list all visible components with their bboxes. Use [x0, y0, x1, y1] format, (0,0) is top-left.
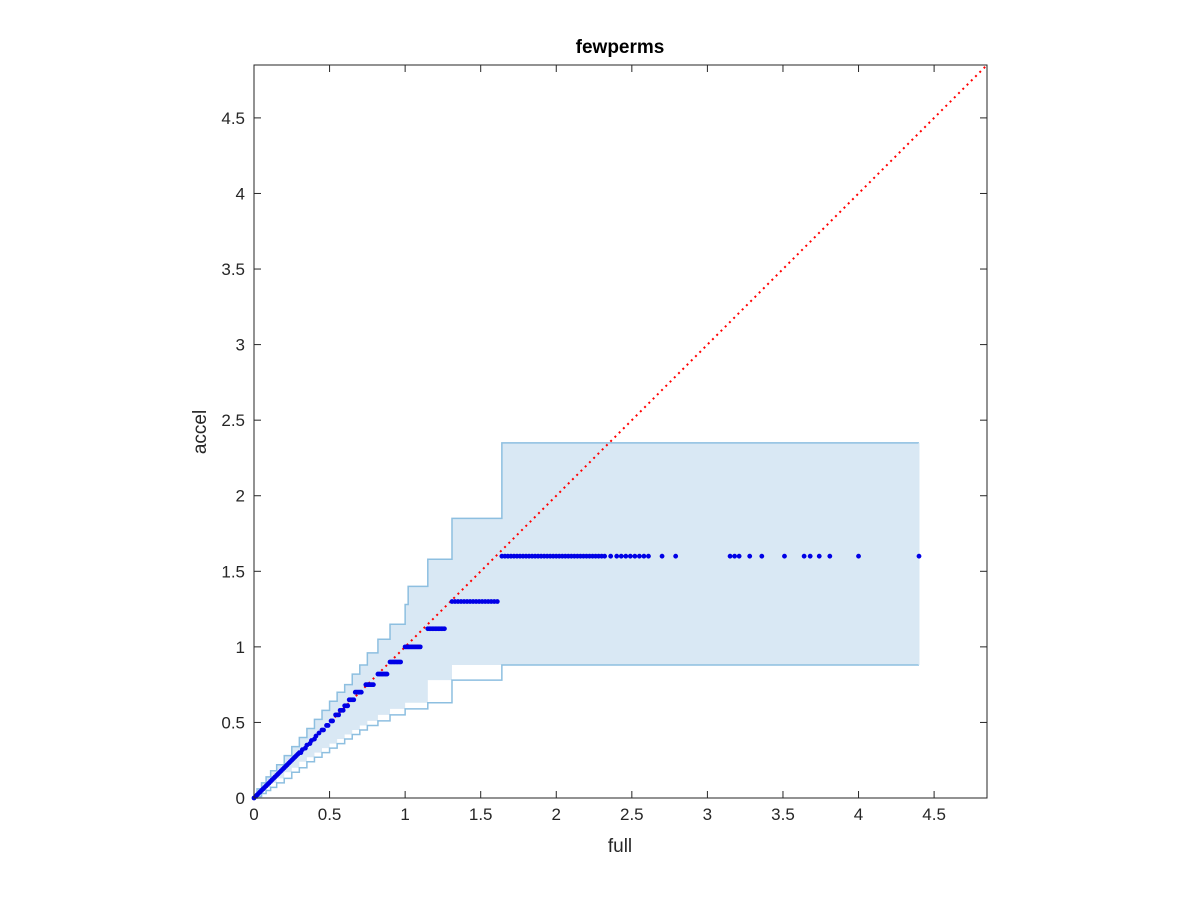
y-tick-label: 1.5 [221, 562, 245, 581]
data-point [398, 659, 403, 665]
data-point [801, 553, 807, 559]
data-point [614, 553, 620, 559]
axes-box [253, 64, 988, 799]
data-point [336, 712, 342, 718]
y-tick-label: 2.5 [221, 411, 245, 430]
y-tick-label: 0.5 [221, 713, 245, 732]
data-point [632, 553, 638, 559]
data-point [636, 553, 642, 559]
x-tick-label: 2.5 [620, 805, 644, 824]
data-point [673, 553, 679, 559]
data-point [316, 730, 322, 736]
data-point [417, 644, 423, 650]
y-axis-ticks: 0 0.5 1 1.5 2 2.5 3 3.5 4 4.5 [221, 109, 987, 808]
data-point [646, 553, 651, 559]
confidence-band-fill [254, 442, 919, 798]
x-tick-label: 4.5 [922, 805, 946, 824]
y-tick-label: 2 [236, 487, 245, 506]
x-axis-ticks: 0 0.5 1 1.5 2 2.5 3 3.5 4 4.5 [249, 65, 946, 824]
x-tick-label: 0 [249, 805, 258, 824]
data-point [916, 553, 922, 559]
y-tick-label: 1 [236, 638, 245, 657]
x-tick-label: 1.5 [469, 805, 493, 824]
data-point [736, 553, 742, 559]
confidence-band-layer [254, 442, 920, 799]
x-tick-label: 0.5 [318, 805, 342, 824]
data-point [782, 553, 787, 559]
data-point [340, 707, 346, 713]
x-axis-label: full [608, 836, 632, 857]
data-point [351, 697, 357, 703]
data-point [807, 553, 813, 559]
data-point [384, 671, 390, 677]
band-upper-edge [254, 442, 919, 799]
y-axis-label: accel [190, 410, 211, 454]
x-tick-label: 3.5 [771, 805, 795, 824]
data-point [494, 599, 500, 604]
data-point [727, 553, 733, 559]
data-point [325, 723, 331, 728]
data-point [827, 553, 833, 559]
data-point [370, 682, 376, 688]
data-point [608, 553, 614, 559]
y-tick-label: 3 [236, 336, 245, 355]
data-point [816, 553, 822, 559]
x-tick-label: 4 [854, 805, 863, 824]
data-point [313, 733, 319, 739]
data-point [659, 553, 665, 559]
data-point [856, 553, 861, 559]
data-point [641, 553, 647, 559]
data-point [330, 718, 335, 724]
band-lower-edge [254, 664, 919, 799]
x-tick-label: 2 [552, 805, 561, 824]
data-point [747, 553, 753, 559]
chart-title: fewperms [576, 37, 665, 58]
data-point [442, 626, 447, 632]
y-tick-label: 0 [236, 789, 245, 808]
data-point [602, 553, 608, 559]
data-point [345, 703, 351, 709]
data-point [732, 553, 738, 559]
data-point [618, 553, 624, 559]
y-tick-label: 4.5 [221, 109, 245, 128]
data-point [759, 553, 765, 559]
data-point [358, 689, 364, 695]
x-tick-label: 1 [400, 805, 409, 824]
data-point [627, 553, 633, 559]
data-point [321, 727, 326, 733]
y-tick-label: 4 [236, 184, 245, 203]
y-tick-label: 3.5 [221, 260, 245, 279]
x-tick-label: 3 [703, 805, 712, 824]
data-point [623, 553, 629, 559]
